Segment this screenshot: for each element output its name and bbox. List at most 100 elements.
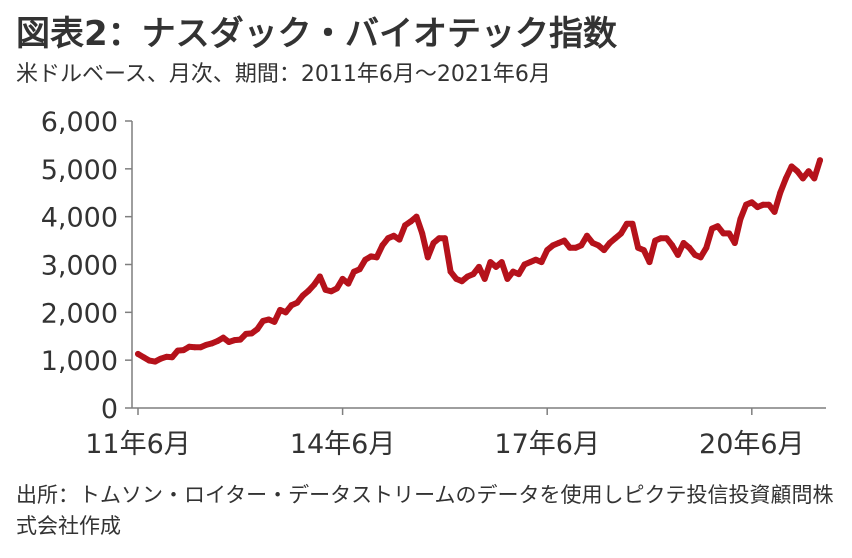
data-point bbox=[544, 247, 551, 254]
data-point bbox=[288, 302, 295, 309]
data-point bbox=[697, 254, 704, 261]
data-point bbox=[794, 168, 801, 175]
data-point bbox=[629, 220, 636, 227]
data-point bbox=[760, 201, 767, 208]
data-point bbox=[237, 336, 244, 343]
data-point bbox=[208, 340, 215, 347]
data-point bbox=[799, 175, 806, 182]
chart-title: 図表2：ナスダック・バイオテック指数 bbox=[16, 14, 617, 54]
y-tick-label: 1,000 bbox=[41, 346, 118, 377]
data-point bbox=[583, 232, 590, 239]
data-point bbox=[765, 201, 772, 208]
data-point bbox=[214, 338, 221, 345]
data-point bbox=[225, 338, 232, 345]
data-point bbox=[339, 275, 346, 282]
data-point bbox=[231, 337, 238, 344]
data-point bbox=[515, 271, 522, 278]
data-point bbox=[328, 288, 335, 295]
data-point bbox=[299, 292, 306, 299]
data-point bbox=[646, 259, 653, 266]
y-axis-ticks: 0 1,000 2,000 3,000 4,000 5,000 6,000 bbox=[41, 107, 132, 425]
data-point bbox=[135, 350, 141, 357]
data-point bbox=[669, 242, 676, 249]
data-point bbox=[447, 268, 454, 275]
data-point bbox=[623, 220, 630, 227]
data-point bbox=[402, 222, 409, 229]
data-point bbox=[754, 204, 761, 211]
data-point bbox=[549, 242, 556, 249]
data-point bbox=[385, 235, 392, 242]
data-point bbox=[379, 242, 386, 249]
data-point bbox=[282, 309, 289, 316]
data-point bbox=[737, 216, 744, 223]
x-tick-label: 20年6月 bbox=[699, 429, 805, 460]
data-point bbox=[163, 353, 170, 360]
data-point bbox=[674, 251, 681, 258]
data-point bbox=[333, 285, 340, 292]
data-point bbox=[430, 239, 437, 246]
data-point bbox=[618, 230, 625, 237]
data-point bbox=[572, 244, 579, 251]
data-point bbox=[191, 344, 198, 351]
data-point bbox=[316, 273, 323, 280]
data-point bbox=[714, 223, 721, 230]
data-points bbox=[135, 157, 823, 365]
data-point bbox=[254, 326, 261, 333]
data-point bbox=[771, 208, 778, 215]
y-tick-label: 6,000 bbox=[41, 107, 118, 138]
data-point bbox=[680, 239, 687, 246]
data-point bbox=[396, 236, 403, 243]
data-point bbox=[203, 341, 210, 348]
data-point bbox=[561, 237, 568, 244]
data-point bbox=[242, 330, 249, 337]
data-point bbox=[350, 268, 357, 275]
data-point bbox=[601, 247, 608, 254]
data-point bbox=[748, 199, 755, 206]
data-point bbox=[373, 254, 380, 261]
data-point bbox=[197, 344, 204, 351]
data-point bbox=[657, 235, 664, 242]
data-point bbox=[260, 317, 267, 324]
data-point bbox=[424, 254, 431, 261]
data-point bbox=[186, 343, 193, 350]
data-point bbox=[152, 358, 159, 365]
data-point bbox=[703, 244, 710, 251]
data-point bbox=[805, 168, 812, 175]
data-point bbox=[691, 251, 698, 258]
data-point bbox=[487, 259, 494, 266]
x-tick-label: 14年6月 bbox=[290, 429, 396, 460]
data-point bbox=[436, 235, 443, 242]
data-point bbox=[663, 235, 670, 242]
data-point bbox=[294, 299, 301, 306]
data-point bbox=[782, 175, 789, 182]
data-point bbox=[709, 225, 716, 232]
x-tick-label: 17年6月 bbox=[494, 429, 600, 460]
data-point bbox=[743, 201, 750, 208]
data-point bbox=[180, 347, 187, 354]
data-point bbox=[157, 355, 164, 362]
data-point bbox=[470, 271, 477, 278]
data-point bbox=[248, 330, 255, 337]
data-point bbox=[174, 347, 181, 354]
data-point bbox=[720, 230, 727, 237]
data-point bbox=[453, 275, 460, 282]
data-point bbox=[589, 239, 596, 246]
data-point bbox=[538, 259, 545, 266]
data-point bbox=[635, 244, 642, 251]
data-point bbox=[527, 259, 534, 266]
data-point bbox=[788, 163, 795, 170]
data-point bbox=[726, 230, 733, 237]
data-point bbox=[413, 213, 420, 220]
y-tick-label: 4,000 bbox=[41, 203, 118, 234]
data-point bbox=[419, 230, 426, 237]
series-line-nbi bbox=[135, 157, 823, 365]
data-point bbox=[817, 157, 823, 164]
data-point bbox=[731, 239, 738, 246]
data-point bbox=[407, 218, 414, 225]
data-point bbox=[271, 318, 278, 325]
data-point bbox=[686, 244, 693, 251]
data-point bbox=[322, 286, 329, 293]
source-note: 出所：トムソン・ロイター・データストリームのデータを使用しピクテ投信投資顧問株式… bbox=[16, 483, 834, 538]
data-point bbox=[362, 256, 369, 263]
data-point bbox=[368, 253, 375, 260]
